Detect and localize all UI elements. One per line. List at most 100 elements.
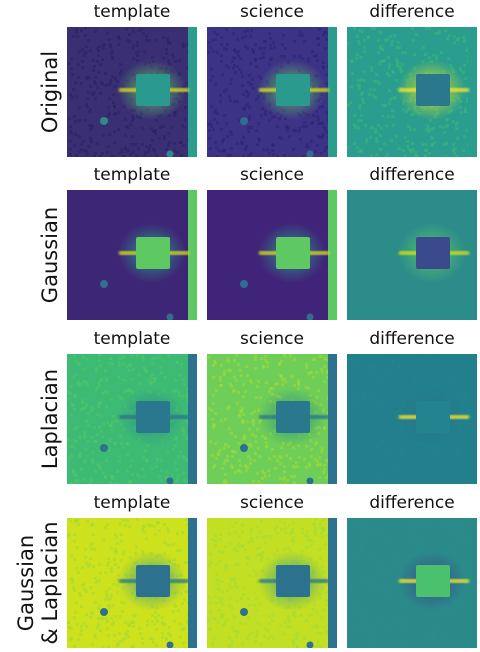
- noise-pixel: [145, 202, 148, 205]
- noise-pixel: [350, 459, 353, 462]
- noise-pixel: [220, 419, 223, 422]
- noise-pixel: [72, 470, 75, 473]
- noise-pixel: [260, 520, 263, 523]
- noise-pixel: [387, 594, 390, 597]
- noise-pixel: [96, 60, 99, 63]
- noise-pixel: [166, 527, 169, 530]
- noise-pixel: [311, 307, 314, 310]
- noise-pixel: [219, 601, 222, 604]
- panel-image: [67, 518, 197, 648]
- noise-pixel: [353, 586, 356, 589]
- noise-pixel: [386, 443, 389, 446]
- noise-pixel: [357, 119, 360, 122]
- noise-pixel: [312, 305, 315, 308]
- noise-pixel: [258, 546, 261, 549]
- noise-pixel: [122, 155, 125, 157]
- noise-pixel: [131, 143, 134, 146]
- noise-pixel: [132, 57, 135, 60]
- noise-pixel: [349, 366, 352, 369]
- noise-pixel: [82, 368, 85, 371]
- noise-pixel: [211, 216, 214, 219]
- noise-pixel: [374, 385, 377, 388]
- noise-pixel: [312, 275, 315, 278]
- noise-pixel: [448, 368, 451, 371]
- noise-pixel: [370, 613, 373, 616]
- noise-pixel: [270, 227, 273, 230]
- noise-pixel: [269, 37, 272, 40]
- noise-pixel: [301, 57, 304, 60]
- noise-pixel: [457, 541, 460, 544]
- noise-pixel: [114, 112, 117, 115]
- noise-pixel: [96, 433, 99, 436]
- noise-pixel: [363, 241, 366, 244]
- noise-pixel: [255, 396, 258, 399]
- noise-pixel: [255, 231, 258, 234]
- noise-pixel: [275, 525, 278, 528]
- noise-pixel: [228, 604, 231, 607]
- noise-pixel: [387, 411, 390, 414]
- noise-pixel: [381, 622, 384, 625]
- noise-pixel: [415, 33, 418, 36]
- noise-pixel: [438, 30, 441, 33]
- noise-pixel: [80, 148, 83, 151]
- noise-pixel: [127, 309, 130, 312]
- noise-pixel: [117, 376, 120, 379]
- noise-pixel: [312, 608, 315, 611]
- noise-pixel: [246, 443, 249, 446]
- noise-pixel: [349, 305, 352, 308]
- noise-pixel: [407, 368, 410, 371]
- noise-pixel: [463, 135, 466, 138]
- noise-pixel: [298, 130, 301, 133]
- noise-pixel: [94, 97, 97, 100]
- noise-pixel: [465, 129, 468, 132]
- noise-pixel: [464, 518, 467, 521]
- noise-pixel: [227, 286, 230, 289]
- noise-pixel: [246, 374, 249, 377]
- noise-pixel: [235, 635, 238, 638]
- noise-pixel: [238, 205, 241, 208]
- noise-pixel: [114, 85, 117, 88]
- noise-pixel: [289, 354, 292, 357]
- noise-pixel: [227, 369, 230, 372]
- noise-pixel: [105, 288, 108, 291]
- noise-pixel: [379, 47, 382, 50]
- noise-pixel: [88, 207, 91, 210]
- noise-pixel: [81, 259, 84, 262]
- noise-pixel: [80, 143, 83, 146]
- noise-pixel: [107, 251, 110, 254]
- noise-pixel: [122, 446, 125, 449]
- noise-pixel: [81, 401, 84, 404]
- noise-pixel: [274, 528, 277, 531]
- noise-pixel: [267, 615, 270, 618]
- noise-pixel: [108, 362, 111, 365]
- noise-pixel: [256, 428, 259, 431]
- noise-pixel: [294, 216, 297, 219]
- noise-pixel: [260, 557, 263, 560]
- noise-pixel: [85, 420, 88, 423]
- noise-pixel: [162, 36, 165, 39]
- noise-pixel: [292, 613, 295, 616]
- noise-pixel: [326, 376, 329, 379]
- noise-pixel: [454, 383, 457, 386]
- noise-pixel: [285, 125, 288, 128]
- noise-pixel: [425, 27, 428, 30]
- noise-pixel: [214, 442, 217, 445]
- noise-pixel: [371, 263, 374, 266]
- noise-pixel: [367, 248, 370, 251]
- noise-pixel: [432, 127, 435, 130]
- noise-pixel: [389, 617, 392, 620]
- noise-pixel: [80, 605, 83, 608]
- noise-pixel: [369, 136, 372, 139]
- noise-pixel: [268, 152, 271, 155]
- noise-pixel: [436, 641, 439, 644]
- noise-pixel: [83, 149, 86, 152]
- noise-pixel: [225, 28, 228, 31]
- noise-pixel: [433, 471, 436, 474]
- noise-pixel: [317, 193, 320, 196]
- noise-pixel: [380, 270, 383, 273]
- noise-pixel: [75, 519, 78, 522]
- noise-pixel: [173, 603, 176, 606]
- noise-pixel: [86, 244, 89, 247]
- image-panel-template: [67, 354, 197, 484]
- noise-pixel: [125, 633, 128, 636]
